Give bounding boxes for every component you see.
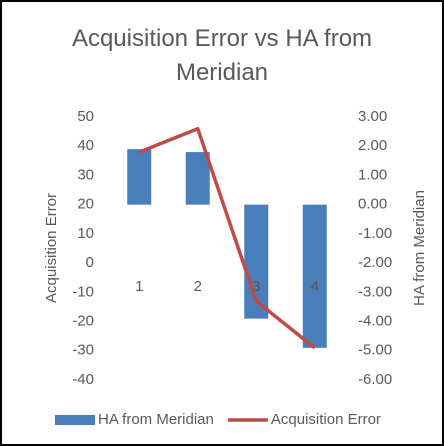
x-tick-label: 4 [311,278,319,295]
y2-axis-title: HA from Meridian [411,190,428,306]
y2-tick-label: -4.00 [358,313,392,330]
y2-tick-label: 2.00 [358,137,387,154]
y-tick-label: 10 [77,225,94,242]
bar [302,204,327,348]
y2-tick-label: 1.00 [358,166,387,183]
y2-tick-label: -1.00 [358,225,392,242]
y-tick-label: 0 [86,254,94,271]
y-tick-label: -30 [72,342,94,359]
y-axis-title: Acquisition Error [43,193,60,303]
y-tick-label: 30 [77,166,94,183]
chart-title: Acquisition Error vs HA from Meridian [71,25,373,86]
y2-tick-label: -6.00 [358,371,392,388]
y-tick-label: -20 [72,313,94,330]
y-tick-label: -10 [72,283,94,300]
legend-swatch [55,415,95,425]
y2-tick-label: -2.00 [358,254,392,271]
y-tick-label: 50 [77,108,94,125]
bar [127,149,152,205]
y2-tick-label: -5.00 [358,342,392,359]
legend-label: Acquisition Error [271,411,381,428]
y2-tick-label: 0.00 [358,196,387,213]
x-tick-label: 2 [194,278,202,295]
y-tick-label: 40 [77,137,94,154]
line [138,126,316,350]
y-tick-label: -40 [72,371,94,388]
y-tick-label: 20 [77,196,94,213]
legend-label: HA from Meridian [98,411,214,428]
x-tick-label: 3 [252,278,260,295]
bar [185,152,210,205]
x-tick-label: 1 [135,278,143,295]
y2-tick-label: 3.00 [358,108,387,125]
y2-tick-label: -3.00 [358,283,392,300]
